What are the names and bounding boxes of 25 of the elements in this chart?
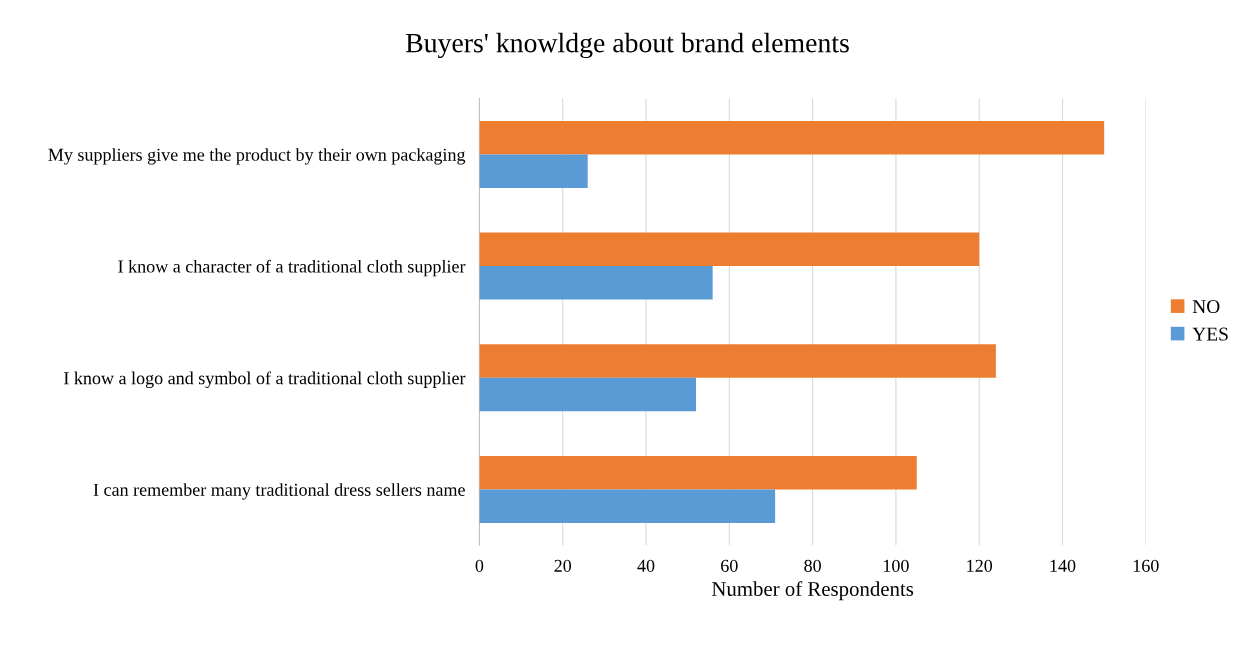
x-tick-label: 140 [1050, 559, 1076, 572]
x-tick-label: 80 [804, 559, 821, 572]
bar [479, 489, 776, 523]
x-tick-label: 160 [1133, 559, 1159, 572]
x-tick-label: 100 [883, 559, 909, 572]
x-tick-label: 40 [637, 559, 655, 572]
legend-label: NO [1192, 300, 1220, 314]
bar [479, 120, 1105, 155]
x-tick-label: 0 [475, 559, 484, 572]
bar [479, 455, 917, 490]
bar [479, 266, 713, 300]
y-tick-label: My suppliers give me the product by their own packaging [48, 148, 466, 165]
bar [479, 377, 696, 412]
bar [479, 154, 588, 188]
x-tick-label: 120 [967, 559, 993, 572]
bar [479, 344, 996, 378]
bar [479, 232, 980, 267]
x-tick-label: 60 [721, 559, 738, 572]
y-tick-label: I know a logo and symbol of a traditional cloth supplier [64, 371, 466, 389]
chart-title: Buyers' knowldge about brand elements [405, 32, 849, 59]
y-tick-label: I can remember many traditional dress sellers name [93, 483, 465, 500]
x-axis-title: Number of Respondents [711, 581, 914, 601]
x-tick-label: 20 [554, 559, 572, 572]
legend-label: YES [1192, 327, 1228, 341]
y-tick-label: I know a character of a traditional cloth supplier [118, 259, 466, 277]
